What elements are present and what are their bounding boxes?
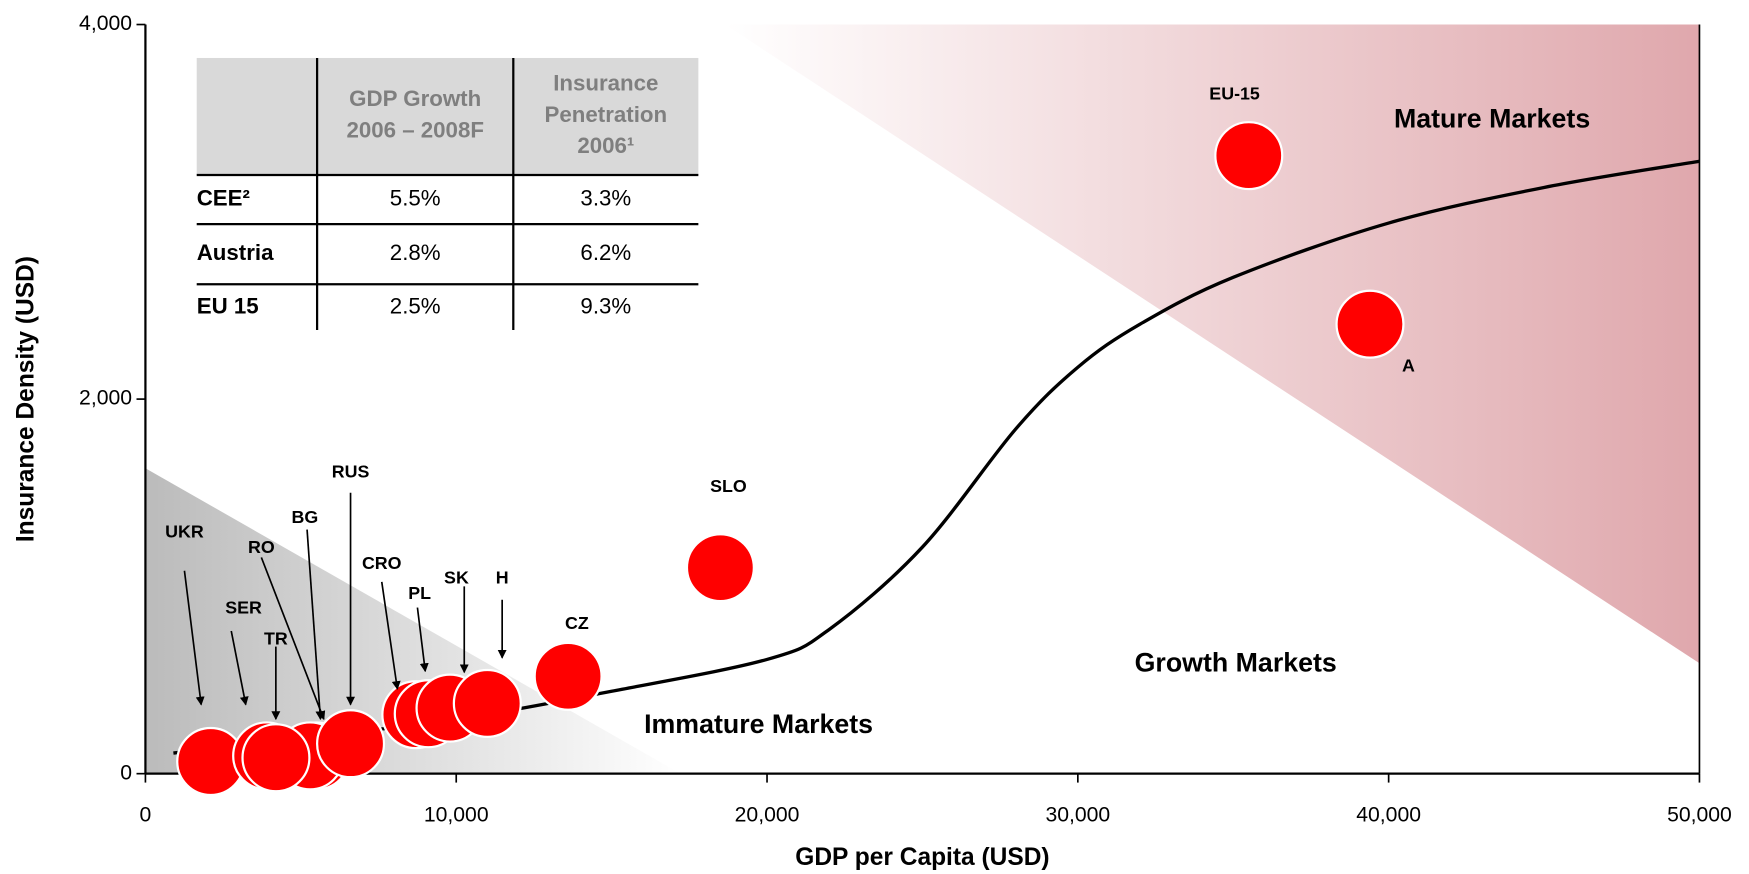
bubble — [315, 709, 386, 779]
x-tick-label: 50,000 — [1667, 804, 1732, 827]
point-label: PL — [408, 583, 431, 603]
label-arrow — [306, 529, 325, 721]
bubble — [1335, 289, 1405, 359]
table-header: Penetration — [545, 102, 668, 127]
point-label: RUS — [332, 461, 370, 481]
point-label: CRO — [362, 553, 402, 573]
annotation: Growth Markets — [1135, 647, 1337, 677]
bubble — [452, 668, 522, 738]
bubble — [533, 641, 603, 711]
point-label: RO — [248, 537, 275, 557]
bubble — [685, 533, 755, 603]
bubble — [241, 723, 311, 793]
point-label: SLO — [710, 476, 747, 496]
table-cell: 5.5% — [390, 185, 441, 210]
label-arrow — [260, 557, 326, 721]
table-row-label: CEE² — [197, 185, 250, 210]
table-row-label: Austria — [197, 240, 274, 265]
label-arrow — [416, 607, 429, 673]
table-header: GDP Growth — [349, 86, 481, 111]
table-header: 2006 – 2008F — [346, 117, 484, 142]
point-label: CZ — [565, 613, 589, 633]
table-cell: 9.3% — [580, 294, 631, 319]
point-label: H — [496, 567, 509, 587]
y-axis-title: Insurance Density (USD) — [13, 256, 40, 542]
y-tick-label: 0 — [120, 761, 132, 784]
y-tick-label: 2,000 — [79, 387, 132, 410]
table-cell: 2.5% — [390, 294, 441, 319]
bubble — [1214, 121, 1284, 191]
y-tick-label: 4,000 — [79, 12, 132, 35]
mature-zone — [725, 24, 1700, 664]
point-label: TR — [264, 629, 288, 649]
label-arrow — [230, 630, 249, 706]
table-cell: 6.2% — [580, 240, 631, 265]
x-tick-label: 20,000 — [735, 804, 800, 827]
x-tick-label: 40,000 — [1356, 804, 1421, 827]
table-cell: 2.8% — [390, 240, 441, 265]
table-cell: 3.3% — [580, 185, 631, 210]
point-label: SK — [444, 567, 469, 587]
point-label: BG — [291, 507, 318, 527]
point-label: UKR — [165, 522, 204, 542]
table-header: Insurance — [553, 71, 658, 96]
table-header: 2006¹ — [577, 133, 634, 158]
table — [196, 57, 699, 330]
x-tick-label: 10,000 — [424, 804, 489, 827]
annotation: Mature Markets — [1394, 103, 1590, 133]
point-label: SER — [225, 597, 262, 617]
x-tick-label: 0 — [140, 804, 152, 827]
label-arrow — [380, 581, 401, 691]
point-label: A — [1402, 355, 1415, 375]
x-axis-title: GDP per Capita (USD) — [795, 844, 1049, 871]
annotation: Immature Markets — [644, 709, 873, 739]
table-header-bg — [196, 57, 699, 176]
point-label: EU-15 — [1209, 83, 1260, 103]
label-arrow — [183, 570, 205, 706]
x-tick-label: 30,000 — [1045, 804, 1110, 827]
table-row-label: EU 15 — [197, 294, 259, 319]
